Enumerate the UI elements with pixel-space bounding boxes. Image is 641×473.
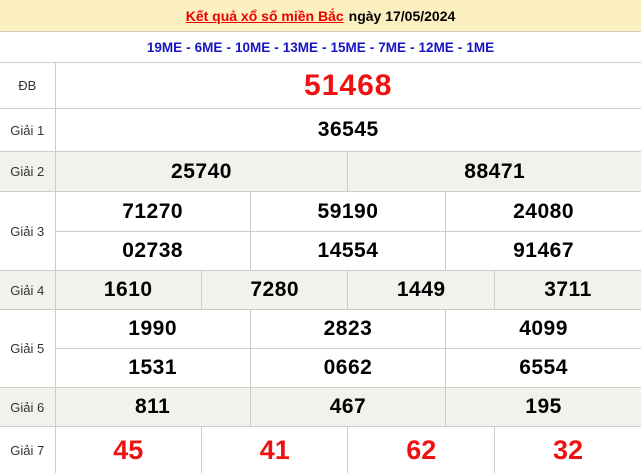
prize-value: 62	[348, 427, 494, 473]
page-title-date: ngày 17/05/2024	[349, 8, 456, 24]
row-prize-6: Giải 6 811 467 195	[0, 388, 641, 427]
prize-value: 1990	[55, 310, 250, 349]
prize-value: 71270	[55, 192, 250, 232]
prize-label-db: ĐB	[0, 63, 55, 109]
row-prize-2: Giải 2 25740 88471	[0, 152, 641, 192]
prize-label-6: Giải 6	[0, 388, 55, 427]
prize-label-7: Giải 7	[0, 427, 55, 473]
nav-link-13me[interactable]: 13ME	[283, 40, 318, 55]
nav-separator: -	[370, 40, 375, 55]
prize-value: 2823	[250, 310, 445, 349]
prize-value: 1531	[55, 349, 250, 388]
row-prize-4: Giải 4 1610 7280 1449 3711	[0, 271, 641, 310]
nav-link-7me[interactable]: 7ME	[378, 40, 406, 55]
prize-label-1: Giải 1	[0, 109, 55, 152]
prize-value: 36545	[55, 109, 641, 152]
row-prize-1: Giải 1 36545	[0, 109, 641, 152]
prize-label-5: Giải 5	[0, 310, 55, 388]
nav-link-6me[interactable]: 6ME	[195, 40, 223, 55]
prize-value: 3711	[494, 271, 641, 310]
prize-value: 25740	[55, 152, 348, 192]
prize-value: 7280	[201, 271, 347, 310]
prize-value: 24080	[446, 192, 641, 232]
prize-value-db: 51468	[55, 63, 641, 109]
row-prize-3a: Giải 3 71270 59190 24080	[0, 192, 641, 232]
prize-value: 14554	[250, 232, 445, 271]
prize-value: 811	[55, 388, 250, 427]
nav-link-15me[interactable]: 15ME	[331, 40, 366, 55]
prize-value: 59190	[250, 192, 445, 232]
prize-value: 45	[55, 427, 201, 473]
header-bar: Kết quả xổ số miền Bắc ngày 17/05/2024	[0, 0, 641, 32]
prize-value: 0662	[250, 349, 445, 388]
prize-value: 32	[494, 427, 641, 473]
nav-separator: -	[458, 40, 463, 55]
nav-separator: -	[274, 40, 279, 55]
prize-value: 1449	[348, 271, 494, 310]
nav-link-19me[interactable]: 19ME	[147, 40, 182, 55]
prize-value: 467	[250, 388, 445, 427]
prize-value: 6554	[446, 349, 641, 388]
nav-separator: -	[322, 40, 327, 55]
row-prize-5b: 1531 0662 6554	[0, 349, 641, 388]
prize-value: 4099	[446, 310, 641, 349]
results-table: ĐB 51468 Giải 1 36545 Giải 2 25740 88471…	[0, 62, 641, 473]
nav-separator: -	[410, 40, 415, 55]
nav-link-1me[interactable]: 1ME	[466, 40, 494, 55]
prize-label-2: Giải 2	[0, 152, 55, 192]
prize-value: 88471	[348, 152, 641, 192]
page-title-link[interactable]: Kết quả xổ số miền Bắc	[186, 8, 344, 24]
prize-label-3: Giải 3	[0, 192, 55, 271]
prize-value: 195	[446, 388, 641, 427]
row-prize-3b: 02738 14554 91467	[0, 232, 641, 271]
prize-value: 41	[201, 427, 347, 473]
row-prize-5a: Giải 5 1990 2823 4099	[0, 310, 641, 349]
nav-separator: -	[186, 40, 191, 55]
prize-value: 91467	[446, 232, 641, 271]
nav-link-10me[interactable]: 10ME	[235, 40, 270, 55]
row-prize-7: Giải 7 45 41 62 32	[0, 427, 641, 473]
prize-label-4: Giải 4	[0, 271, 55, 310]
prize-value: 02738	[55, 232, 250, 271]
nav-separator: -	[226, 40, 231, 55]
row-special-prize: ĐB 51468	[0, 63, 641, 109]
prize-value: 1610	[55, 271, 201, 310]
nav-link-12me[interactable]: 12ME	[419, 40, 454, 55]
nav-bar: 19ME - 6ME - 10ME - 13ME - 15ME - 7ME - …	[0, 32, 641, 62]
